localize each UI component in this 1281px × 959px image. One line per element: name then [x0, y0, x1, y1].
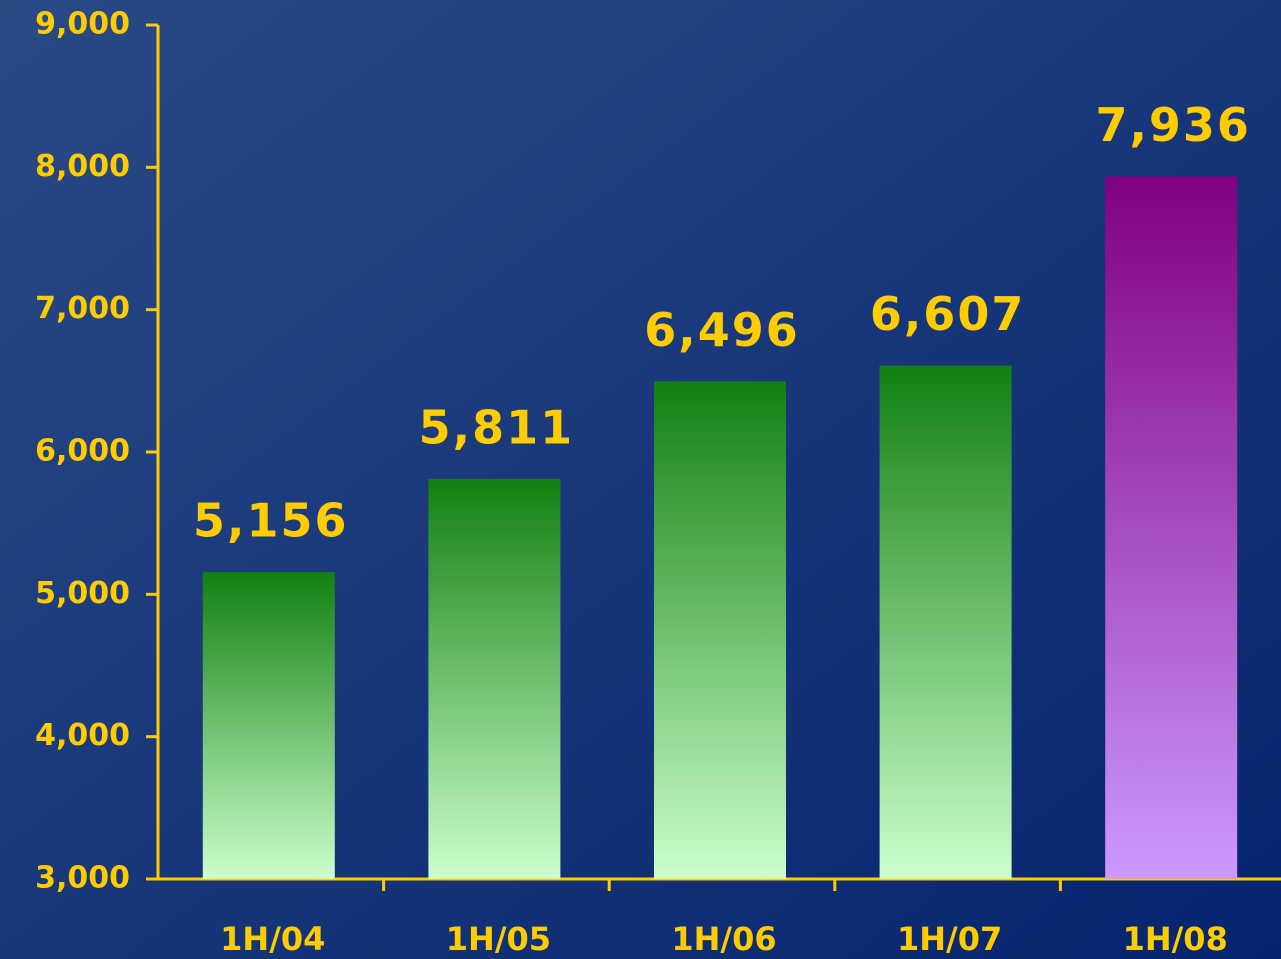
y-tick-label: 8,000	[35, 149, 130, 184]
y-tick-label: 4,000	[35, 718, 130, 753]
y-tick-label: 9,000	[35, 7, 130, 42]
x-tick-label: 1H/05	[446, 920, 551, 958]
bar	[1105, 176, 1238, 879]
bar	[428, 478, 561, 879]
y-tick-label: 6,000	[35, 434, 130, 469]
bar	[202, 572, 335, 879]
value-label: 5,156	[193, 494, 349, 548]
x-tick-label: 1H/07	[897, 920, 1002, 958]
bar	[879, 365, 1012, 880]
bar	[654, 381, 786, 879]
value-label: 6,496	[644, 303, 800, 357]
y-tick-label: 3,000	[35, 861, 130, 896]
x-tick-label: 1H/08	[1123, 920, 1228, 958]
y-tick-label: 5,000	[35, 576, 130, 611]
x-tick-label: 1H/06	[671, 920, 776, 958]
value-label: 7,936	[1095, 98, 1251, 152]
value-label: 5,811	[419, 400, 575, 454]
y-tick-label: 7,000	[35, 291, 130, 326]
x-tick-label: 1H/04	[220, 920, 325, 958]
value-label: 6,607	[870, 287, 1026, 341]
